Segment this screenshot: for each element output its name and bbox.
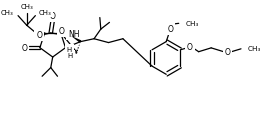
Text: CH₃: CH₃: [248, 45, 261, 51]
Polygon shape: [71, 37, 81, 43]
Text: H: H: [68, 53, 73, 59]
Text: O: O: [167, 24, 173, 33]
Text: CH₃: CH₃: [185, 21, 199, 27]
Text: NH: NH: [68, 30, 80, 39]
Text: O: O: [187, 43, 193, 52]
Text: CH₃: CH₃: [1, 10, 13, 16]
Text: O: O: [59, 27, 64, 36]
Text: CH₃: CH₃: [38, 10, 51, 16]
Text: O: O: [22, 44, 27, 53]
Text: H: H: [67, 46, 72, 52]
Text: O: O: [225, 48, 230, 57]
Text: O: O: [50, 12, 56, 21]
Text: CH₃: CH₃: [20, 4, 33, 10]
Text: O: O: [36, 31, 42, 40]
